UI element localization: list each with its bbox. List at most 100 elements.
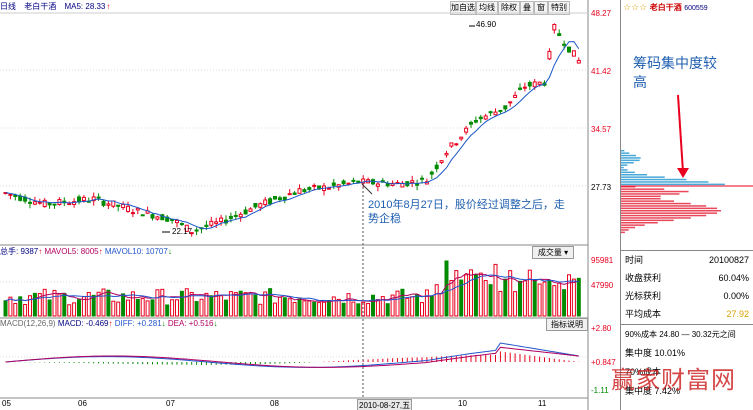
candle <box>81 196 86 201</box>
candle <box>571 50 576 57</box>
volume-bar <box>508 270 513 317</box>
volume-bar <box>410 296 415 317</box>
volume-bar <box>385 303 390 317</box>
candle <box>562 43 567 46</box>
candle <box>434 164 439 170</box>
volume-bar <box>473 274 478 317</box>
candle <box>96 196 101 199</box>
mavol10-line <box>5 274 579 302</box>
volume-bar <box>199 298 204 317</box>
candle <box>547 50 552 60</box>
candle <box>189 232 194 235</box>
volume-bar <box>42 288 47 317</box>
price-axis-label: 48.27 <box>591 9 612 18</box>
overlay-button[interactable]: 叠 <box>520 1 534 15</box>
candle <box>248 208 253 212</box>
volume-bar <box>547 280 552 317</box>
volume-bar <box>214 291 219 317</box>
rating-stars-icon: ☆☆☆ <box>623 2 648 12</box>
exright-button[interactable]: 除权 <box>498 1 520 15</box>
candle <box>160 214 165 221</box>
chip-bar <box>621 207 718 210</box>
volume-bar <box>478 272 483 317</box>
volume-header: 总手: 9387↑ MAVOL5: 8005↑ MAVOL10: 10707↓ <box>0 246 172 257</box>
candle <box>307 187 312 190</box>
cost90-row: 90%成本 24.80 — 30.32元之间 <box>625 330 736 339</box>
candle <box>67 203 72 206</box>
macd-axis-label: -1.11 <box>591 386 609 395</box>
cursor-profit-row: 光标获利 0.00% <box>625 289 749 303</box>
ma-button[interactable]: 均线 <box>476 1 498 15</box>
volume-bar <box>420 302 424 317</box>
chip-bar <box>621 174 648 176</box>
ma5-line <box>5 41 580 230</box>
volume-bar <box>312 301 317 317</box>
chip-bar <box>621 162 634 164</box>
add-watchlist-button[interactable]: 加自选 <box>450 1 476 15</box>
candle <box>282 196 287 200</box>
candle <box>179 223 184 226</box>
candle <box>273 195 277 200</box>
volume-bar <box>503 278 508 317</box>
volume-indicator-button[interactable]: 成交量 ▾ <box>532 246 574 259</box>
volume-bar <box>415 294 420 317</box>
chip-bar <box>621 186 636 188</box>
volume-bar <box>297 298 302 317</box>
chip-bar <box>621 164 628 166</box>
candle <box>576 59 581 64</box>
ma5-label: MA5: 28.33 <box>64 2 106 11</box>
volume-bar <box>263 291 268 317</box>
chip-bar <box>621 195 661 198</box>
candle <box>449 142 454 147</box>
chip-bar <box>621 190 689 193</box>
volume-bar <box>375 299 380 317</box>
red-arrow-icon <box>677 168 689 178</box>
diff-value: DIFF: +0.281 <box>114 319 162 328</box>
chip-bar <box>621 212 718 214</box>
macd-value: MACD: -0.469 <box>57 319 109 328</box>
candle <box>126 205 130 212</box>
volume-bar <box>493 263 498 317</box>
chip-bar <box>621 150 625 152</box>
candle <box>32 201 37 205</box>
date-value: 20100827 <box>708 255 749 265</box>
up-arrow-icon: ↑ <box>106 2 111 11</box>
volume-bar <box>307 300 312 317</box>
candle <box>346 182 351 185</box>
chart-area[interactable]: 日线 老白干酒 MA5: 28.33↑ 加自选 均线 除权 叠 窗 特别 <box>0 0 620 410</box>
special-button[interactable]: 特别 <box>548 1 570 15</box>
date-label: 时间 <box>625 255 644 265</box>
chip-bar <box>621 193 680 195</box>
volume-bar <box>175 299 179 317</box>
candle <box>473 119 478 123</box>
candle <box>420 177 424 180</box>
candle <box>522 86 527 89</box>
volume-bar <box>483 280 488 317</box>
volume-bar <box>405 297 410 317</box>
candle <box>326 187 331 190</box>
candle <box>140 214 145 217</box>
candle <box>464 127 469 133</box>
volume-bar <box>366 302 371 317</box>
window-button[interactable]: 窗 <box>534 1 548 15</box>
volume-bar <box>277 296 282 317</box>
candle <box>219 217 224 222</box>
candle <box>8 193 13 196</box>
candle <box>552 23 557 31</box>
chip-distribution-panel: ☆☆☆ 老白干酒 600559 筹码集中度较高 时间 20100827 收盘获利 6… <box>611 0 753 410</box>
volume-bar <box>23 304 28 317</box>
volume-bar <box>32 292 37 317</box>
indicator-help-button[interactable]: 指标说明 <box>546 318 588 331</box>
volume-bar <box>488 284 493 317</box>
candle <box>537 81 542 85</box>
volume-bar <box>233 292 238 317</box>
candle <box>233 214 238 217</box>
volume-bar <box>562 289 567 317</box>
chip-bar <box>621 176 665 178</box>
price-axis-label: 41.42 <box>591 67 612 76</box>
volume-bar <box>434 284 439 317</box>
volume-bar <box>532 279 537 317</box>
price-axis-label: 34.57 <box>591 125 612 134</box>
volume-bar <box>189 291 194 317</box>
volume-bar <box>424 289 429 317</box>
